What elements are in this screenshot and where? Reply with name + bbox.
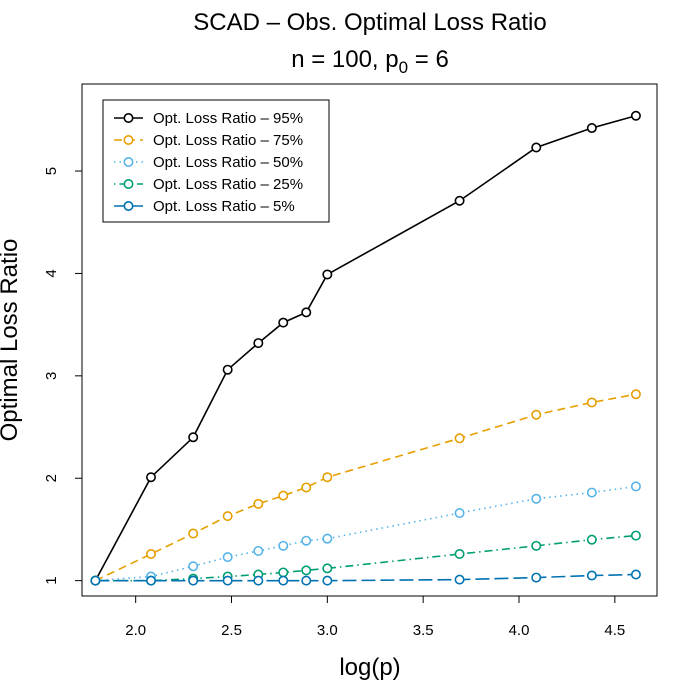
data-point (188, 575, 199, 586)
data-point (253, 545, 264, 556)
data-point (531, 572, 542, 583)
data-point (322, 269, 333, 280)
data-point (531, 493, 542, 504)
y-tick-label: 1 (43, 576, 60, 584)
data-point (322, 472, 333, 483)
data-point (188, 561, 199, 572)
data-point (253, 575, 264, 586)
x-tick-label: 4.0 (509, 622, 530, 639)
data-point (188, 528, 199, 539)
data-point (278, 317, 289, 328)
data-point (278, 540, 289, 551)
data-point (630, 110, 641, 121)
legend-marker (123, 113, 134, 124)
legend-marker (123, 157, 134, 168)
y-axis: 1 2 3 4 5 (43, 167, 82, 585)
data-point (222, 364, 233, 375)
legend-item: Opt. Loss Ratio – 50% (114, 154, 303, 171)
data-point (630, 530, 641, 541)
data-point (301, 535, 312, 546)
legend-item: Opt. Loss Ratio – 25% (114, 176, 303, 193)
legend-marker (123, 135, 134, 146)
legend-label: Opt. Loss Ratio – 5% (153, 198, 295, 215)
data-point (322, 575, 333, 586)
legend-item: Opt. Loss Ratio – 5% (114, 198, 295, 215)
data-point (454, 574, 465, 585)
data-point (630, 569, 641, 580)
plot-frame (81, 83, 658, 597)
y-axis-label: Optimal Loss Ratio (0, 239, 23, 442)
chart-title: SCAD – Obs. Optimal Loss Ratio (193, 9, 546, 36)
legend-item: Opt. Loss Ratio – 75% (114, 132, 303, 149)
legend: Opt. Loss Ratio – 95% Opt. Loss Ratio – 7… (102, 99, 330, 223)
legend-label: Opt. Loss Ratio – 50% (153, 154, 303, 171)
data-point (454, 195, 465, 206)
data-point (322, 563, 333, 574)
x-tick-label: 2.0 (125, 622, 146, 639)
data-point (586, 534, 597, 545)
data-point (146, 549, 157, 560)
series-line (95, 534, 636, 582)
chart-subtitle-subscript: 0 (399, 58, 408, 77)
data-point (531, 540, 542, 551)
data-point (630, 481, 641, 492)
data-point (301, 307, 312, 318)
legend-label: Opt. Loss Ratio – 75% (153, 132, 303, 149)
data-point (253, 498, 264, 509)
data-point (630, 389, 641, 400)
legend-item: Opt. Loss Ratio – 95% (114, 110, 303, 127)
data-point (188, 432, 199, 443)
series-layer (90, 110, 641, 586)
chart-subtitle-tail: = 6 (408, 46, 449, 73)
legend-box (102, 99, 330, 223)
series-line (95, 573, 636, 582)
data-point (278, 490, 289, 501)
data-point (301, 575, 312, 586)
data-point (531, 142, 542, 153)
series-line (94, 114, 637, 582)
y-tick-label: 4 (43, 269, 60, 277)
data-point (586, 123, 597, 134)
data-point (301, 565, 312, 576)
data-point (586, 397, 597, 408)
chart-subtitle: n = 100, p0 = 6 (291, 46, 449, 77)
legend-marker (123, 179, 134, 190)
data-point (322, 533, 333, 544)
y-tick-label: 5 (43, 167, 60, 175)
y-tick-label: 3 (43, 372, 60, 380)
series-2 (90, 389, 641, 586)
x-tick-label: 3.5 (413, 622, 434, 639)
data-point (222, 511, 233, 522)
legend-label: Opt. Loss Ratio – 25% (153, 176, 303, 193)
data-point (146, 472, 157, 483)
legend-label: Opt. Loss Ratio – 95% (153, 110, 303, 127)
data-point (222, 552, 233, 563)
chart-subtitle-main: n = 100, p (291, 46, 398, 73)
x-tick-label: 2.5 (221, 622, 242, 639)
data-point (531, 409, 542, 420)
data-point (454, 508, 465, 519)
x-tick-label: 4.5 (604, 622, 625, 639)
data-point (586, 487, 597, 498)
x-axis: 2.0 2.5 3.0 3.5 4.0 4.5 (125, 596, 625, 639)
x-tick-label: 3.0 (317, 622, 338, 639)
data-point (253, 338, 264, 349)
data-point (586, 570, 597, 581)
series-line (95, 393, 637, 582)
series-5 (90, 569, 641, 586)
data-point (454, 549, 465, 560)
data-point (278, 567, 289, 578)
data-point (90, 575, 101, 586)
x-axis-label: log(p) (339, 654, 400, 681)
data-point (301, 482, 312, 493)
y-tick-label: 2 (43, 474, 60, 482)
data-point (454, 433, 465, 444)
data-point (222, 575, 233, 586)
data-point (146, 575, 157, 586)
data-point (278, 575, 289, 586)
legend-marker (123, 201, 134, 212)
